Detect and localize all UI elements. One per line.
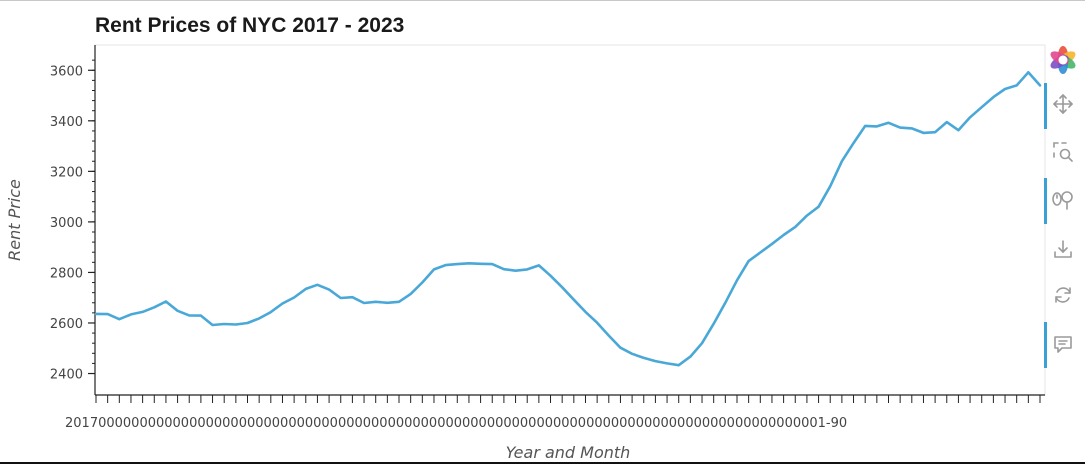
save-icon (1054, 240, 1072, 258)
y-tick-label: 2400 (50, 368, 83, 383)
pan-tool-button[interactable] (1046, 87, 1080, 121)
x-tick-labels: 2017000000000000000000000000000000000000… (65, 416, 847, 431)
y-tick-label: 3200 (50, 165, 83, 180)
chart-title: Rent Prices of NYC 2017 - 2023 (95, 14, 404, 37)
series-layer (94, 71, 1042, 367)
box-zoom-tool-button[interactable] (1046, 135, 1080, 169)
box-zoom-icon (1053, 142, 1073, 162)
y-tick-label: 2800 (50, 266, 83, 281)
y-tick-label: 2600 (50, 317, 83, 332)
y-tick-label: 3400 (50, 115, 83, 130)
plot-area-frame (94, 44, 1046, 396)
y-axis: 2400 2600 2800 3000 3200 3400 3600 (50, 45, 96, 395)
save-tool-button[interactable] (1046, 232, 1080, 266)
bokeh-logo-icon (1050, 46, 1076, 74)
wheel-zoom-tool-active-indicator (1044, 178, 1047, 224)
hover-icon (1054, 336, 1072, 353)
wheel-zoom-tool-button[interactable] (1046, 183, 1080, 217)
reset-icon (1055, 287, 1071, 303)
frame-top-border (0, 0, 1085, 1)
y-tick-label: 3600 (50, 64, 83, 79)
wheel-zoom-icon (1052, 191, 1073, 210)
reset-tool-button[interactable] (1046, 278, 1080, 312)
bokeh-logo-button[interactable] (1046, 43, 1080, 77)
x-axis (95, 394, 1045, 403)
toolbar (1044, 40, 1080, 380)
pan-tool-active-indicator (1044, 83, 1047, 129)
hover-tool-active-indicator (1044, 322, 1047, 368)
pan-icon (1053, 94, 1073, 114)
y-axis-label: Rent Price (5, 179, 24, 261)
y-tick-label: 3000 (50, 216, 83, 231)
x-axis-label: Year and Month (506, 443, 631, 462)
rent-price-line[interactable] (94, 71, 1042, 367)
hover-tool-button[interactable] (1046, 327, 1080, 361)
frame-bottom-border (0, 462, 1085, 464)
